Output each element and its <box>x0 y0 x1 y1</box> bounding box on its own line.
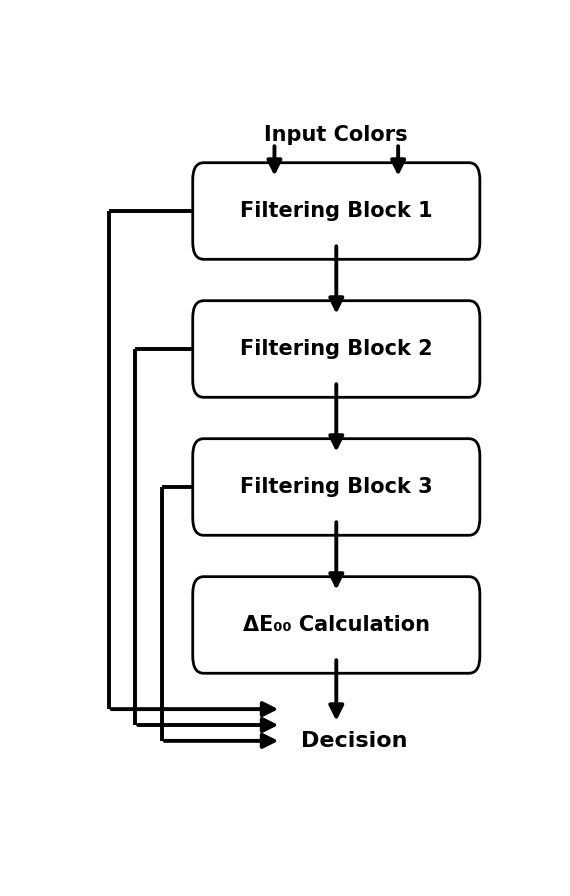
Text: Filtering Block 3: Filtering Block 3 <box>240 477 433 497</box>
FancyBboxPatch shape <box>193 301 480 397</box>
FancyBboxPatch shape <box>193 163 480 259</box>
Text: ΔE₀₀ Calculation: ΔE₀₀ Calculation <box>243 615 430 635</box>
Text: Input Colors: Input Colors <box>264 125 408 145</box>
Text: Filtering Block 2: Filtering Block 2 <box>240 339 433 359</box>
FancyBboxPatch shape <box>193 577 480 673</box>
FancyBboxPatch shape <box>193 439 480 535</box>
Text: Filtering Block 1: Filtering Block 1 <box>240 201 433 221</box>
Text: Decision: Decision <box>301 731 408 751</box>
